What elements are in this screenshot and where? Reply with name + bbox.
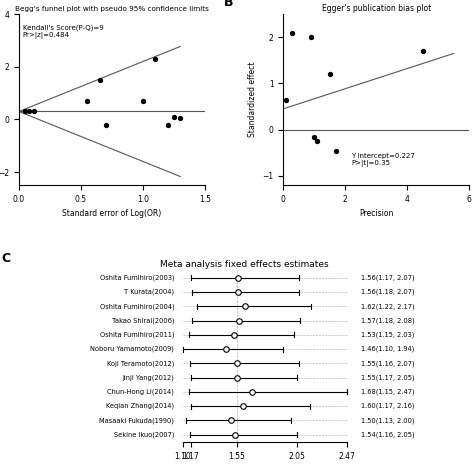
Point <box>25 108 33 115</box>
Point <box>139 97 147 105</box>
Text: 1.68(1.15, 2.47): 1.68(1.15, 2.47) <box>361 389 415 395</box>
Point <box>310 133 318 141</box>
Text: Chun-Hong Li(2014): Chun-Hong Li(2014) <box>108 389 174 395</box>
Point <box>164 121 172 128</box>
Text: 1.55(1.17, 2.05): 1.55(1.17, 2.05) <box>361 375 415 381</box>
Point <box>152 55 159 63</box>
Point <box>21 108 29 115</box>
Text: Sekine Ikuo(2007): Sekine Ikuo(2007) <box>114 431 174 438</box>
Text: Oshita Fumihiro(2003): Oshita Fumihiro(2003) <box>100 274 174 281</box>
Point <box>307 33 315 41</box>
X-axis label: Precision: Precision <box>359 210 393 219</box>
Text: 1.46(1.10, 1.94): 1.46(1.10, 1.94) <box>361 346 415 352</box>
Point <box>102 121 109 128</box>
Text: 1.56(1.17, 2.07): 1.56(1.17, 2.07) <box>361 274 415 281</box>
Text: 1.54(1.16, 2.05): 1.54(1.16, 2.05) <box>361 431 415 438</box>
Y-axis label: Standardized effect: Standardized effect <box>248 62 257 137</box>
Text: B: B <box>224 0 233 8</box>
Title: Meta analysis fixed effects estimates: Meta analysis fixed effects estimates <box>160 259 328 268</box>
Text: Noboru Yamamoto(2009): Noboru Yamamoto(2009) <box>91 346 174 352</box>
Title: Begg's funnel plot with pseudo 95% confidence limits: Begg's funnel plot with pseudo 95% confi… <box>15 6 209 12</box>
Text: 1.57(1.18, 2.08): 1.57(1.18, 2.08) <box>361 317 415 324</box>
Point <box>313 138 321 145</box>
Text: Koji Teramoto(2012): Koji Teramoto(2012) <box>107 360 174 367</box>
Point <box>83 97 91 105</box>
Point <box>326 70 334 78</box>
Text: Oshita Fumihiro(2004): Oshita Fumihiro(2004) <box>100 303 174 310</box>
Point <box>419 47 427 55</box>
Title: Egger's publication bias plot: Egger's publication bias plot <box>321 4 431 13</box>
Text: 1.60(1.17, 2.16): 1.60(1.17, 2.16) <box>361 403 415 409</box>
Point <box>96 76 103 84</box>
Text: 1.55(1.16, 2.07): 1.55(1.16, 2.07) <box>361 360 415 367</box>
Text: 1.56(1.18, 2.07): 1.56(1.18, 2.07) <box>361 289 415 295</box>
Text: 1.50(1.13, 2.00): 1.50(1.13, 2.00) <box>361 417 415 423</box>
Text: Jinji Yang(2012): Jinji Yang(2012) <box>122 375 174 381</box>
Text: T Kurata(2004): T Kurata(2004) <box>124 289 174 295</box>
Text: Oshita Fumihiro(2011): Oshita Fumihiro(2011) <box>100 332 174 338</box>
Text: 1.62(1.22, 2.17): 1.62(1.22, 2.17) <box>361 303 415 310</box>
Text: Takao Shirai(2006): Takao Shirai(2006) <box>112 317 174 324</box>
X-axis label: Standard error of Log(OR): Standard error of Log(OR) <box>63 210 162 219</box>
Point <box>30 108 37 115</box>
Text: Y intercept=0.227
P>|t|=0.35: Y intercept=0.227 P>|t|=0.35 <box>351 153 415 167</box>
Text: Kendall's Score(P-Q)=9
Pr>|z|=0.484: Kendall's Score(P-Q)=9 Pr>|z|=0.484 <box>23 24 103 39</box>
Text: Masaaki Fukuda(1990): Masaaki Fukuda(1990) <box>100 417 174 423</box>
Point <box>170 113 178 120</box>
Point <box>332 147 340 154</box>
Text: C: C <box>1 252 10 265</box>
Point <box>283 96 290 103</box>
Point <box>289 29 296 36</box>
Text: 1.53(1.15, 2.03): 1.53(1.15, 2.03) <box>361 332 415 338</box>
Point <box>176 114 184 122</box>
Text: Keqian Zhang(2014): Keqian Zhang(2014) <box>106 403 174 409</box>
